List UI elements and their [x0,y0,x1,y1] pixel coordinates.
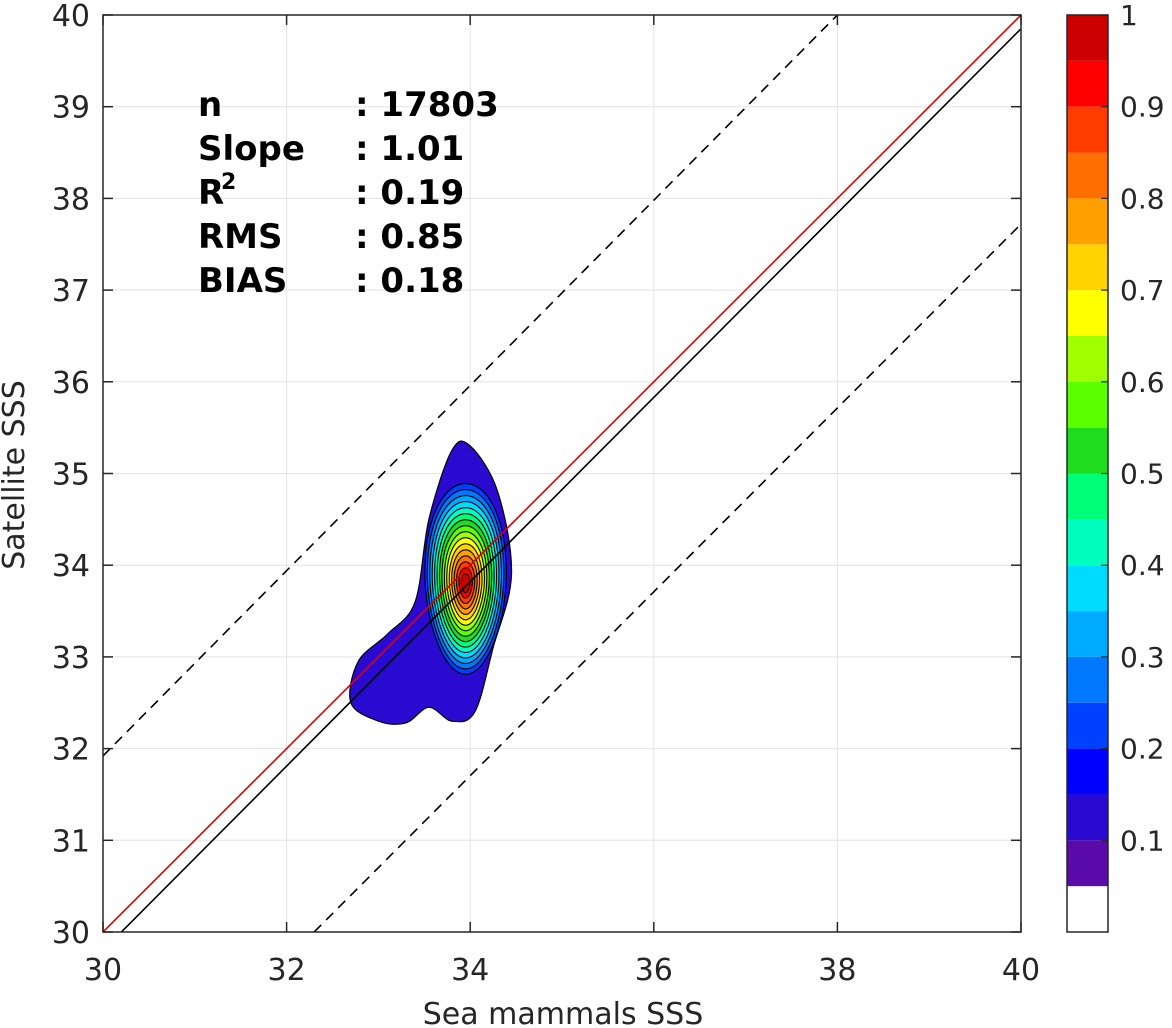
y-tick-label: 31 [52,824,90,859]
x-tick-label: 34 [451,953,489,988]
colorbar-segment [1067,565,1108,612]
y-tick-label: 36 [52,366,90,401]
upper-bound-line [103,15,838,757]
x-tick-label: 32 [268,953,306,988]
statistics-box: n : 17803 Slope : 1.01 R2 : 0.19 RMS : 0.85 BIAS… [198,85,499,301]
colorbar-segment [1067,611,1108,657]
stat-value: : 0.19 [355,173,464,213]
x-tick-label: 36 [635,953,673,988]
colorbar-segment [1067,794,1108,841]
colorbar-segment [1067,748,1108,795]
y-tick-label: 38 [52,182,90,217]
colorbar-segment [1067,427,1108,474]
stat-label: Slope [198,129,305,169]
colorbar-tick-label: 0.5 [1120,458,1165,491]
colorbar-segment [1067,886,1108,932]
colorbar-segment [1067,381,1108,428]
stat-value: : 17803 [355,85,499,125]
colorbar-segment [1067,702,1108,749]
colorbar-tick-label: 0.9 [1120,91,1165,124]
stat-label: n [198,85,222,125]
colorbar-tick-label: 0.4 [1120,549,1165,582]
colorbar: 0.1 0.2 0.3 0.4 0.5 0.6 0.7 0.8 0.9 1 [1066,0,1165,933]
stat-value: : 0.85 [355,217,464,257]
colorbar-tick-label: 0.1 [1120,824,1165,857]
x-axis-label: Sea mammals SSS [423,997,704,1028]
y-tick-label: 30 [52,916,90,951]
colorbar-segment [1067,473,1108,520]
axis-ticks: 30 32 34 36 38 40 30 31 32 33 34 35 36 37 38 39 40 [52,0,1040,988]
colorbar-tick-label: 1 [1120,0,1138,32]
colorbar-segment [1067,519,1108,566]
stat-label: BIAS [198,261,287,301]
colorbar-segment [1067,198,1108,245]
y-tick-label: 40 [52,0,90,34]
colorbar-segment [1067,106,1108,153]
colorbar-tick-label: 0.2 [1120,733,1165,766]
reference-lines [103,15,1021,932]
colorbar-segment [1067,15,1108,61]
colorbar-segment [1067,335,1108,382]
colorbar-segment [1067,244,1108,291]
x-tick-label: 38 [818,953,856,988]
colorbar-segment [1067,152,1108,199]
stat-label: RMS [198,217,283,257]
y-tick-label: 39 [52,91,90,126]
stat-label-superscript: 2 [221,170,236,195]
stat-value: : 0.18 [355,261,464,301]
stat-value: : 1.01 [355,129,464,169]
regression-line [120,28,1021,932]
colorbar-segment [1067,656,1108,703]
colorbar-tick-label: 0.8 [1120,182,1165,215]
identity-line [103,15,1021,932]
x-tick-label: 40 [1002,953,1040,988]
colorbar-segment [1067,840,1108,887]
y-axis-label: Satellite SSS [0,380,32,570]
lower-bound-line [313,223,1021,932]
colorbar-tick-label: 0.3 [1120,641,1165,674]
y-tick-label: 32 [52,733,90,768]
x-tick-label: 30 [84,953,122,988]
colorbar-segment [1067,60,1108,107]
y-tick-label: 37 [52,274,90,309]
density-contours [349,440,513,725]
y-tick-label: 35 [52,458,90,493]
colorbar-tick-label: 0.6 [1120,366,1165,399]
y-tick-label: 34 [52,549,90,584]
colorbar-segment [1067,290,1108,336]
stat-label: R [198,173,224,213]
colorbar-tick-label: 0.7 [1120,274,1165,307]
y-tick-label: 33 [52,641,90,676]
